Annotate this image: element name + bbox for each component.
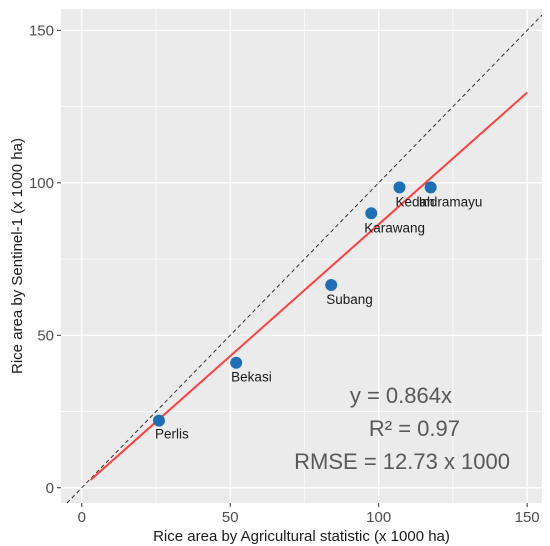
point-label: Bekasi <box>231 370 272 385</box>
y-axis-title: Rice area by Sentinel-1 (x 1000 ha) <box>9 138 26 374</box>
one-to-one-reference-line <box>66 14 543 504</box>
point-label: Karawang <box>364 220 425 235</box>
annotation-rmse: RMSE = 12.73 x 1000 <box>294 449 510 474</box>
data-point <box>424 181 437 194</box>
data-point <box>152 414 165 427</box>
x-tick-label: 100 <box>366 509 391 526</box>
plot-panel <box>61 9 542 503</box>
y-tick-label: 0 <box>46 480 54 497</box>
x-tick-label: 150 <box>515 509 540 526</box>
annotation-equation: y = 0.864x <box>350 383 452 408</box>
point-label: Perlis <box>155 427 189 442</box>
y-tick-label: 100 <box>29 175 54 192</box>
data-point <box>365 207 378 220</box>
point-label: Kedah <box>395 194 434 209</box>
y-axis-ticks: 0 50 100 150 <box>29 22 61 497</box>
data-point <box>393 181 406 194</box>
grid-major <box>61 9 542 503</box>
data-point <box>230 356 243 369</box>
data-point <box>325 278 338 291</box>
x-axis-title: Rice area by Agricultural statistic (x 1… <box>153 528 450 545</box>
point-label: Indramayu <box>419 194 483 209</box>
y-tick-label: 50 <box>37 327 54 344</box>
x-tick-label: 0 <box>78 509 86 526</box>
data-points <box>152 181 437 427</box>
x-axis-ticks: 0 50 100 150 <box>78 503 540 526</box>
annotation-r-squared: R² = 0.97 <box>369 416 460 441</box>
y-tick-label: 150 <box>29 22 54 39</box>
x-tick-label: 50 <box>222 509 239 526</box>
regression-fit-line <box>90 91 528 481</box>
point-label: Subang <box>326 292 373 307</box>
